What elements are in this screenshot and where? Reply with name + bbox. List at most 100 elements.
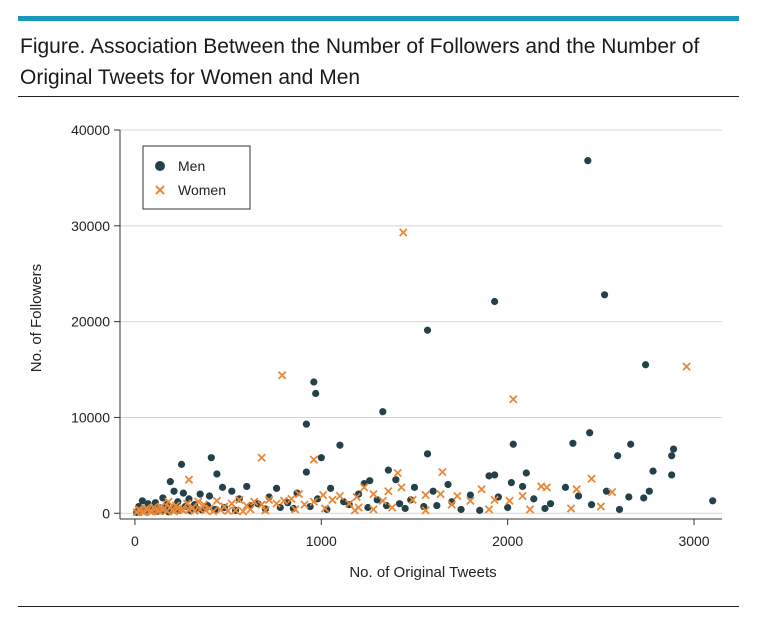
x-tick-label: 1000 xyxy=(306,533,337,549)
data-point-women xyxy=(369,489,378,499)
data-point-women xyxy=(484,505,494,514)
data-point-women xyxy=(143,505,153,514)
data-point-men xyxy=(423,450,432,458)
data-point-men xyxy=(170,487,178,495)
data-point-men xyxy=(476,506,484,514)
data-point-women xyxy=(257,453,266,462)
data-point-men xyxy=(444,480,452,489)
data-point-women xyxy=(587,474,596,483)
data-point-men xyxy=(420,502,428,511)
data-point-men xyxy=(518,482,527,491)
data-point-women xyxy=(345,499,354,508)
data-point-men xyxy=(584,157,592,165)
legend-women-label: Women xyxy=(178,182,226,198)
data-point-women xyxy=(384,486,393,496)
data-point-men xyxy=(485,472,493,480)
data-point-women xyxy=(397,483,406,492)
data-point-women xyxy=(208,507,218,516)
data-point-women xyxy=(408,495,417,505)
data-point-men xyxy=(392,476,400,484)
data-point-men xyxy=(166,478,174,486)
data-point-men xyxy=(546,500,555,508)
data-point-men xyxy=(379,408,387,416)
y-tick-label: 30000 xyxy=(71,218,110,234)
data-point-women xyxy=(436,489,445,499)
y-tick-label: 10000 xyxy=(71,409,110,425)
data-point-men xyxy=(640,494,648,502)
data-point-women xyxy=(318,490,328,500)
data-point-women xyxy=(352,492,361,502)
series-men xyxy=(133,157,717,516)
data-point-women xyxy=(572,485,581,494)
data-point-men xyxy=(312,389,320,398)
data-point-men xyxy=(159,494,167,502)
bottom-divider xyxy=(18,606,739,607)
data-point-women xyxy=(682,362,691,371)
data-point-women xyxy=(227,499,237,508)
gridlines xyxy=(120,129,722,514)
data-point-women xyxy=(421,490,430,500)
legend-box xyxy=(142,145,251,210)
data-point-men xyxy=(491,471,499,479)
data-point-men xyxy=(530,495,538,503)
data-point-men xyxy=(522,469,530,477)
title-divider xyxy=(18,96,739,97)
x-axis-label: No. of Original Tweets xyxy=(349,564,496,581)
data-point-women xyxy=(399,228,408,237)
data-point-women xyxy=(212,496,222,506)
data-point-women xyxy=(596,502,606,511)
data-point-men xyxy=(423,326,432,334)
y-axis-label: No. of Followers xyxy=(28,264,45,372)
data-point-men xyxy=(177,460,186,468)
figure-title: Figure. Association Between the Number o… xyxy=(20,35,700,89)
data-point-women xyxy=(184,475,194,484)
legend-men-marker xyxy=(155,161,165,171)
data-point-women xyxy=(542,483,552,492)
data-point-men xyxy=(366,477,374,485)
data-point-women xyxy=(272,499,281,508)
data-point-women xyxy=(151,504,160,514)
data-point-men xyxy=(615,505,624,514)
data-point-women xyxy=(335,491,345,501)
data-point-men xyxy=(491,297,499,306)
data-point-women xyxy=(369,505,378,514)
data-point-men xyxy=(625,493,633,501)
data-point-men xyxy=(174,498,182,506)
data-point-men xyxy=(586,429,594,437)
data-point-men xyxy=(504,503,512,512)
data-point-men xyxy=(213,470,221,478)
data-point-women xyxy=(231,506,240,515)
data-point-men xyxy=(272,484,281,492)
data-point-men xyxy=(228,487,236,495)
data-point-men xyxy=(302,468,310,476)
y-tick-label: 40000 xyxy=(71,122,110,138)
data-point-women xyxy=(359,483,369,492)
legend: Men Women xyxy=(142,145,251,210)
data-point-women xyxy=(566,504,576,513)
data-point-women xyxy=(320,504,330,513)
data-point-men xyxy=(310,378,318,386)
x-tick-label: 0 xyxy=(131,533,139,549)
data-point-women xyxy=(309,497,319,506)
data-point-women xyxy=(201,506,210,515)
data-point-men xyxy=(205,492,214,500)
data-point-women xyxy=(249,497,259,506)
data-point-men xyxy=(668,452,676,460)
data-point-men xyxy=(395,500,404,508)
data-point-men xyxy=(669,445,678,453)
data-point-women xyxy=(477,485,486,494)
data-point-women xyxy=(164,497,173,506)
x-axis-ticks: 0 1000 2000 3000 xyxy=(131,519,710,549)
data-point-women xyxy=(328,495,337,505)
data-point-women xyxy=(216,505,225,515)
data-point-men xyxy=(641,361,650,369)
data-point-women xyxy=(279,496,289,506)
data-point-women xyxy=(287,494,296,504)
data-point-women xyxy=(505,496,514,506)
data-point-women xyxy=(490,495,499,505)
data-point-women xyxy=(223,506,233,516)
data-point-men xyxy=(336,441,344,449)
data-point-men xyxy=(466,491,474,499)
accent-rule xyxy=(18,16,739,21)
